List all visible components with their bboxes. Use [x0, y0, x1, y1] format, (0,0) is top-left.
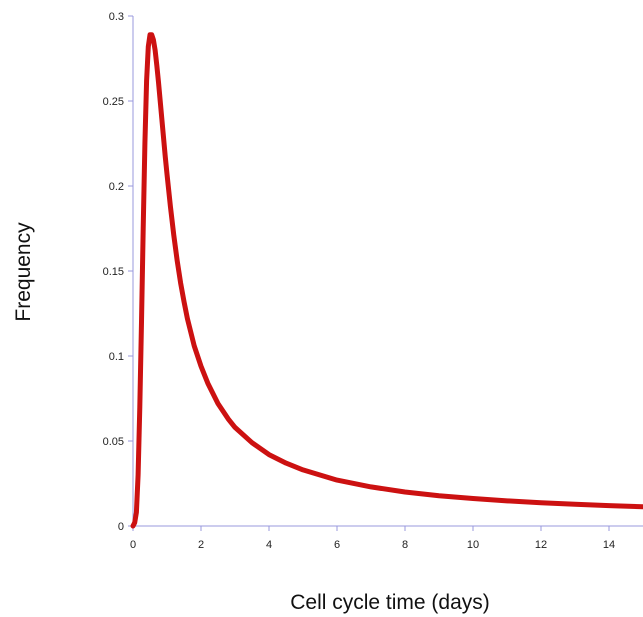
y-tick-label: 0.25 [103, 96, 124, 108]
y-axis-title: Frequency [12, 222, 35, 322]
series-line [130, 32, 643, 529]
y-tick-label: 0.05 [103, 436, 124, 448]
y-tick-label: 0.1 [109, 351, 124, 363]
x-tick-label: 6 [334, 539, 340, 551]
series-layer [130, 32, 643, 529]
y-tick-label: 0 [118, 521, 124, 533]
x-tick-label: 8 [402, 539, 408, 551]
x-tick-label: 12 [535, 539, 547, 551]
tick-marks [128, 15, 610, 531]
x-tick-label: 0 [130, 539, 136, 551]
y-tick-label: 0.2 [109, 181, 124, 193]
tick-labels: 0 2 4 6 8 10 12 14 0 0.05 0.1 0.15 0.2 0.25 0.3 [103, 11, 616, 551]
y-tick-label: 0.15 [103, 266, 124, 278]
x-tick-label: 14 [603, 539, 615, 551]
x-tick-label: 4 [266, 539, 272, 551]
x-tick-label: 10 [467, 539, 479, 551]
x-tick-label: 2 [198, 539, 204, 551]
axes [132, 16, 643, 527]
y-tick-label: 0.3 [109, 11, 124, 23]
x-axis-title: Cell cycle time (days) [290, 591, 490, 614]
